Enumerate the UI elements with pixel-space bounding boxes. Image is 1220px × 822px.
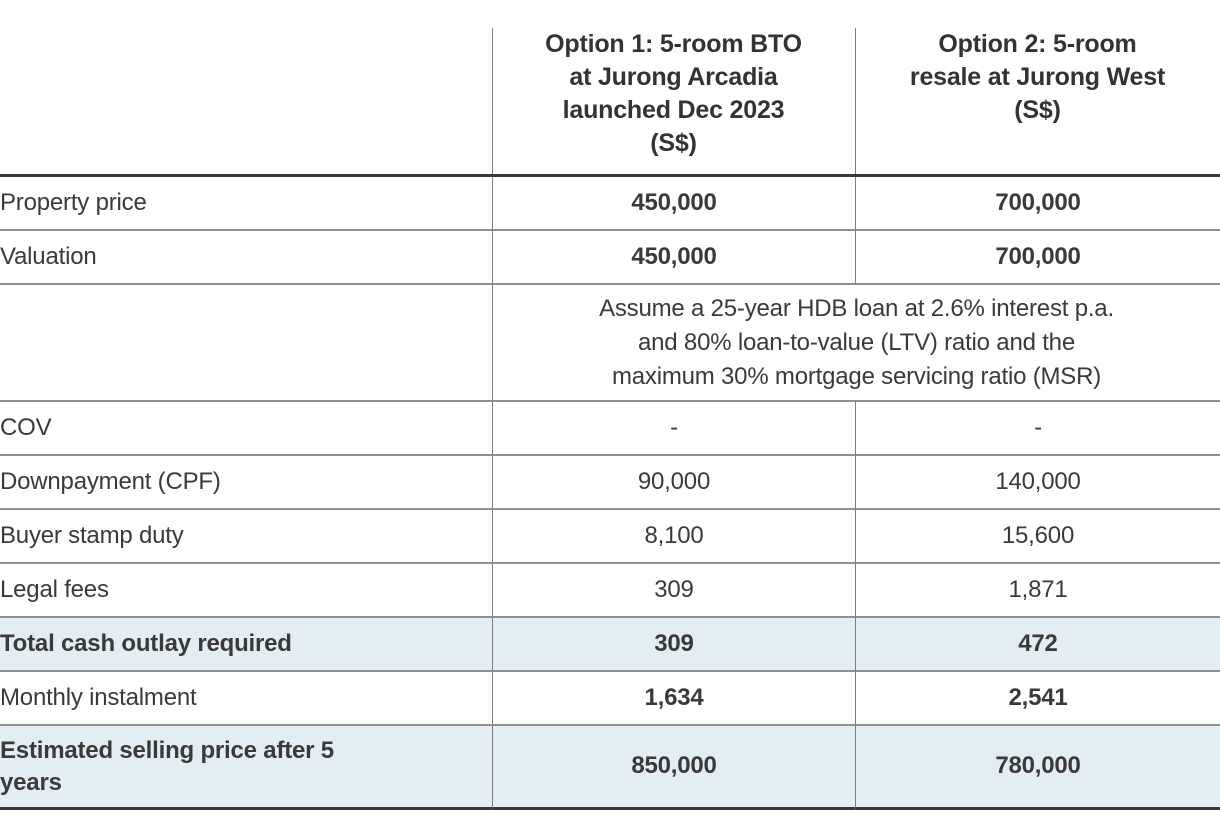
table-row: Buyer stamp duty 8,100 15,600 [0, 510, 1220, 564]
total-cash-outlay-row: Total cash outlay required 309 472 [0, 618, 1220, 672]
option2-value: 140,000 [855, 456, 1220, 510]
row-label-estimated-selling-price: Estimated selling price after 5 years [0, 726, 492, 810]
row-label-buyer-stamp-duty: Buyer stamp duty [0, 510, 492, 564]
option2-value: 700,000 [855, 231, 1220, 285]
option1-value: 450,000 [492, 177, 855, 231]
table-row: Downpayment (CPF) 90,000 140,000 [0, 456, 1220, 510]
table-row: Legal fees 309 1,871 [0, 564, 1220, 618]
note-empty-cell [0, 285, 492, 402]
option1-value: 8,100 [492, 510, 855, 564]
table-row: Monthly instalment 1,634 2,541 [0, 672, 1220, 726]
option1-value: - [492, 402, 855, 456]
option2-value: 1,871 [855, 564, 1220, 618]
option2-value: 2,541 [855, 672, 1220, 726]
table-row: Property price 450,000 700,000 [0, 177, 1220, 231]
row-label-legal-fees: Legal fees [0, 564, 492, 618]
column-header-option1: Option 1: 5-room BTO at Jurong Arcadia l… [492, 0, 855, 177]
row-label-downpayment: Downpayment (CPF) [0, 456, 492, 510]
option1-value: 309 [492, 618, 855, 672]
row-label-property-price: Property price [0, 177, 492, 231]
assumption-note-row: Assume a 25-year HDB loan at 2.6% intere… [0, 285, 1220, 402]
option2-value: 15,600 [855, 510, 1220, 564]
row-label-valuation: Valuation [0, 231, 492, 285]
row-label-cov: COV [0, 402, 492, 456]
table-header-row: Option 1: 5-room BTO at Jurong Arcadia l… [0, 0, 1220, 177]
option1-value: 309 [492, 564, 855, 618]
header-empty-cell [0, 0, 492, 177]
option2-value: 472 [855, 618, 1220, 672]
row-label-total-cash-outlay: Total cash outlay required [0, 618, 492, 672]
option2-value: - [855, 402, 1220, 456]
column-header-option2: Option 2: 5-room resale at Jurong West (… [855, 0, 1220, 177]
estimated-selling-price-row: Estimated selling price after 5 years 85… [0, 726, 1220, 810]
option1-value: 450,000 [492, 231, 855, 285]
option2-value: 780,000 [855, 726, 1220, 810]
table-row: COV - - [0, 402, 1220, 456]
table-row: Valuation 450,000 700,000 [0, 231, 1220, 285]
row-label-monthly-instalment: Monthly instalment [0, 672, 492, 726]
option1-value: 90,000 [492, 456, 855, 510]
option1-value: 850,000 [492, 726, 855, 810]
option1-value: 1,634 [492, 672, 855, 726]
assumption-note: Assume a 25-year HDB loan at 2.6% intere… [492, 285, 1220, 402]
option2-value: 700,000 [855, 177, 1220, 231]
